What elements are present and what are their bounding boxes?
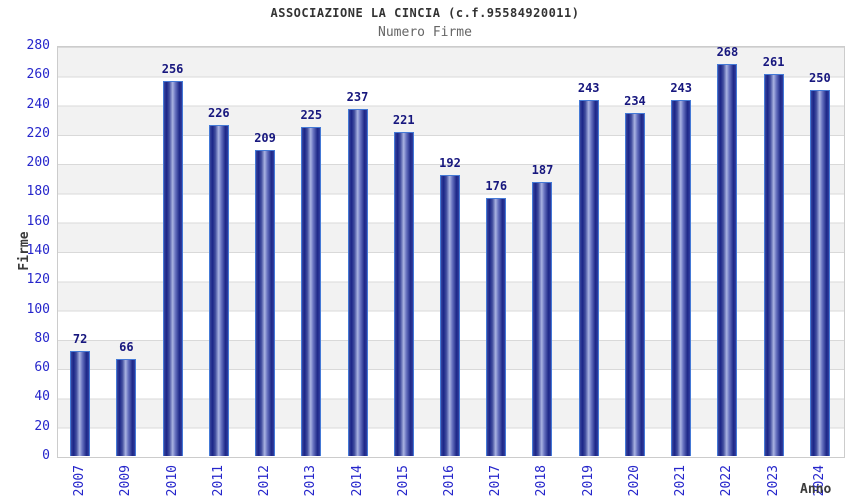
- x-tick-label: 2007: [72, 465, 88, 497]
- bar: [671, 100, 692, 456]
- bar-value-label: 221: [392, 113, 415, 127]
- y-tick-label: 120: [26, 272, 50, 288]
- y-tick-label: 140: [26, 243, 50, 258]
- chart-title: ASSOCIAZIONE LA CINCIA (c.f.95584920011): [270, 6, 580, 20]
- x-tick-label: 2018: [534, 465, 550, 497]
- chart-subtitle: Numero Firme: [378, 25, 472, 40]
- y-tick-label: 20: [34, 418, 50, 434]
- bar-value-label: 176: [485, 179, 508, 193]
- x-tick-label: 2014: [349, 465, 365, 497]
- y-tick-label: 260: [26, 67, 50, 83]
- y-tick-label: 220: [26, 125, 50, 141]
- y-tick-label: 100: [26, 301, 50, 317]
- x-tick-label: 2009: [118, 465, 134, 497]
- bar-value-label: 72: [72, 332, 88, 346]
- bar: [301, 127, 322, 456]
- bar: [393, 132, 414, 456]
- bar: [578, 100, 599, 456]
- bar: [624, 113, 645, 456]
- x-tick-label: 2013: [303, 465, 319, 497]
- bar: [486, 198, 507, 456]
- y-tick-label: 160: [26, 213, 50, 229]
- bar-value-label: 226: [207, 106, 230, 120]
- x-tick-label: 2023: [765, 465, 781, 497]
- x-tick-label: 2015: [395, 465, 411, 497]
- bar: [347, 109, 368, 456]
- y-axis-title: Firme: [17, 231, 32, 271]
- bar: [440, 175, 460, 456]
- y-tick-label: 60: [34, 360, 50, 376]
- bar-value-label: 268: [716, 45, 739, 59]
- bar-value-label: 243: [577, 81, 600, 95]
- bar-value-label: 243: [670, 81, 693, 95]
- bar-value-label: 250: [809, 71, 831, 85]
- x-tick-label: 2012: [257, 465, 273, 497]
- bar: [162, 81, 183, 456]
- y-tick-label: 240: [26, 96, 50, 112]
- bar-value-label: 261: [762, 55, 785, 69]
- bar: [809, 90, 830, 456]
- x-tick-label: 2011: [210, 465, 226, 497]
- bar: [116, 359, 137, 456]
- bar-value-label: 187: [531, 163, 554, 177]
- x-tick-label: 2019: [580, 465, 596, 497]
- bar-value-label: 237: [346, 90, 369, 104]
- bar-value-label: 209: [254, 131, 276, 145]
- bar-value-label: 192: [439, 156, 461, 170]
- x-axis-title: Anno: [800, 482, 832, 497]
- bar: [255, 150, 276, 456]
- bar: [763, 74, 784, 456]
- y-tick-label: 0: [42, 448, 50, 463]
- bar: [70, 351, 91, 456]
- bar-value-label: 234: [624, 94, 646, 108]
- x-tick-label: 2010: [164, 465, 180, 497]
- y-tick-label: 280: [26, 38, 50, 53]
- bar-value-label: 256: [161, 62, 184, 76]
- bar: [208, 125, 229, 456]
- y-tick-label: 80: [34, 330, 50, 346]
- x-tick-label: 2016: [442, 465, 457, 497]
- x-tick-label: 2022: [719, 465, 735, 497]
- bar-value-label: 66: [119, 340, 134, 354]
- x-tick-label: 2017: [488, 465, 504, 497]
- bar-value-label: 225: [300, 108, 323, 122]
- x-tick-label: 2021: [673, 465, 689, 497]
- y-tick-label: 40: [34, 389, 50, 405]
- bar: [717, 64, 738, 456]
- y-tick-label: 180: [26, 184, 50, 200]
- bar: [532, 182, 553, 456]
- y-tick-label: 200: [26, 155, 50, 171]
- x-tick-label: 2020: [626, 465, 642, 497]
